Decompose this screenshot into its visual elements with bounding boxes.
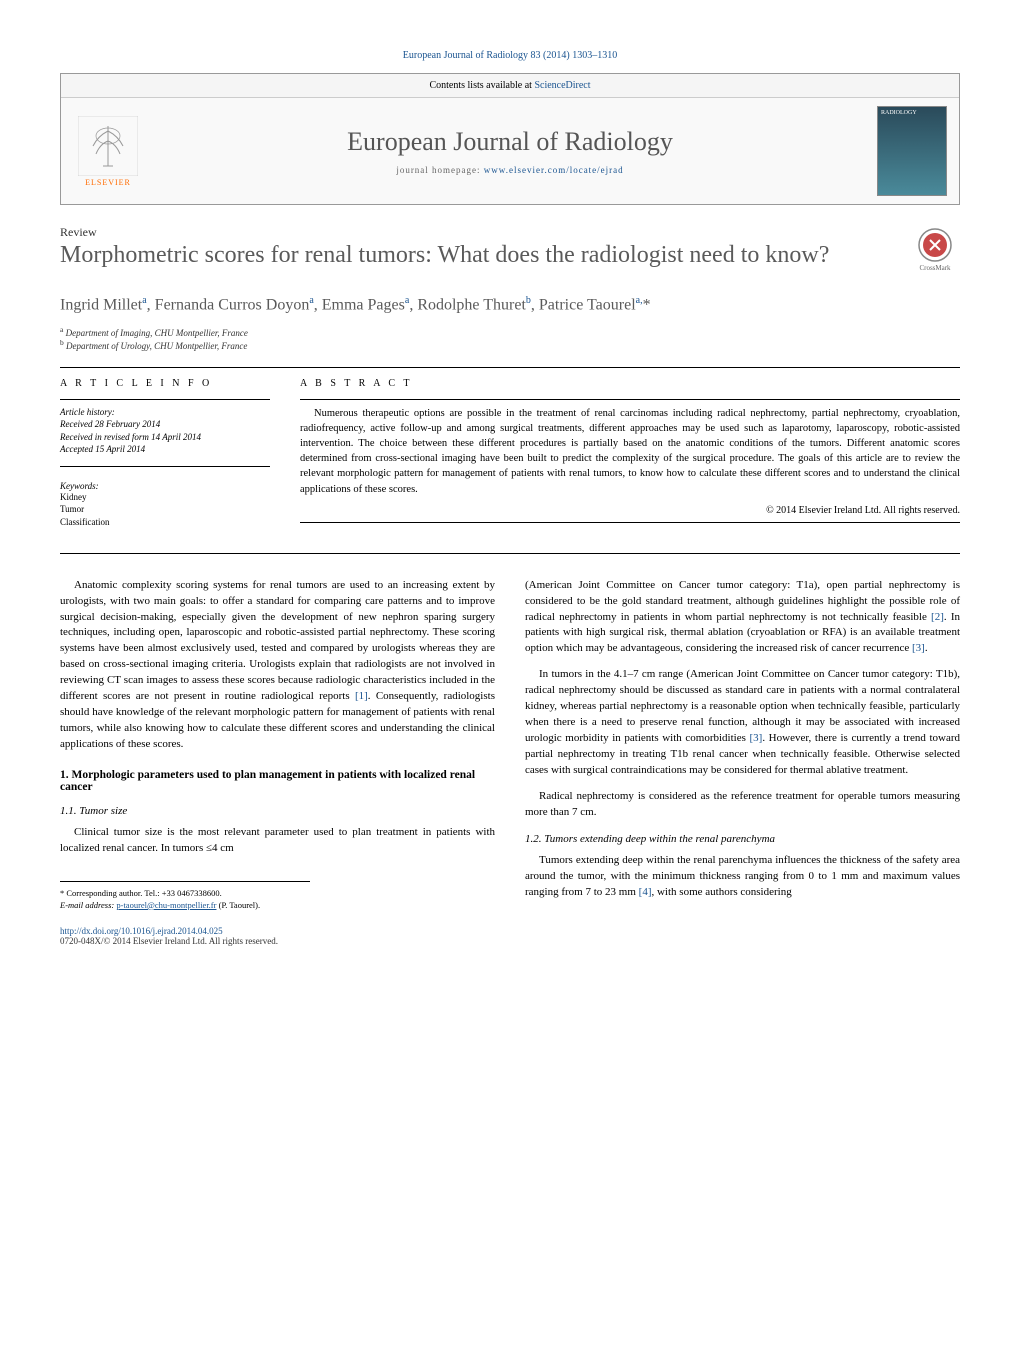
right-para-3: Radical nephrectomy is considered as the… xyxy=(525,789,960,821)
email-suffix: (P. Taourel). xyxy=(216,900,260,910)
footnotes: * Corresponding author. Tel.: +33 046733… xyxy=(60,881,310,912)
history-label: Article history: xyxy=(60,406,270,419)
journal-cover-thumbnail: RADIOLOGY xyxy=(877,106,947,196)
section-1-2-heading: 1.2. Tumors extending deep within the re… xyxy=(525,833,960,845)
accepted-date: Accepted 15 April 2014 xyxy=(60,443,270,456)
journal-name: European Journal of Radiology xyxy=(143,127,877,157)
cover-label: RADIOLOGY xyxy=(878,107,946,119)
svg-text:CrossMark: CrossMark xyxy=(919,264,951,272)
contents-prefix: Contents lists available at xyxy=(429,80,534,91)
abstract-label: a b s t r a c t xyxy=(300,378,960,389)
journal-homepage-line: journal homepage: www.elsevier.com/locat… xyxy=(143,165,877,175)
doi-link[interactable]: http://dx.doi.org/10.1016/j.ejrad.2014.0… xyxy=(60,926,223,936)
affiliation-b: b Department of Urology, CHU Montpellier… xyxy=(60,338,960,351)
email-line: E-mail address: p-taourel@chu-montpellie… xyxy=(60,900,310,912)
right-para-1: (American Joint Committee on Cancer tumo… xyxy=(525,578,960,658)
footer-copyright: 0720-048X/© 2014 Elsevier Ireland Ltd. A… xyxy=(60,936,495,946)
revised-date: Received in revised form 14 April 2014 xyxy=(60,431,270,444)
article-type: Review xyxy=(60,225,829,240)
elsevier-label: ELSEVIER xyxy=(85,178,131,187)
authors: Ingrid Milleta, Fernanda Curros Doyona, … xyxy=(60,295,960,314)
keyword: Kidney xyxy=(60,491,270,504)
section-1-2-para: Tumors extending deep within the renal p… xyxy=(525,853,960,901)
keyword: Classification xyxy=(60,516,270,529)
journal-header-box: Contents lists available at ScienceDirec… xyxy=(60,73,960,205)
received-date: Received 28 February 2014 xyxy=(60,418,270,431)
homepage-prefix: journal homepage: xyxy=(396,165,483,175)
abstract-text: Numerous therapeutic options are possibl… xyxy=(300,406,960,497)
homepage-link[interactable]: www.elsevier.com/locate/ejrad xyxy=(484,165,624,175)
corresponding-author: * Corresponding author. Tel.: +33 046733… xyxy=(60,888,310,900)
crossmark-badge[interactable]: CrossMark xyxy=(910,225,960,275)
contents-line: Contents lists available at ScienceDirec… xyxy=(61,74,959,98)
elsevier-logo: ELSEVIER xyxy=(73,111,143,191)
right-column: (American Joint Committee on Cancer tumo… xyxy=(525,578,960,946)
abstract-copyright: © 2014 Elsevier Ireland Ltd. All rights … xyxy=(300,505,960,516)
section-1-1-para: Clinical tumor size is the most relevant… xyxy=(60,825,495,857)
article-title: Morphometric scores for renal tumors: Wh… xyxy=(60,240,829,271)
section-1-1-heading: 1.1. Tumor size xyxy=(60,805,495,817)
header-citation: European Journal of Radiology 83 (2014) … xyxy=(60,50,960,61)
article-info-label: a r t i c l e i n f o xyxy=(60,378,270,389)
divider xyxy=(60,553,960,554)
intro-para: Anatomic complexity scoring systems for … xyxy=(60,578,495,753)
sciencedirect-link[interactable]: ScienceDirect xyxy=(534,80,590,91)
crossmark-icon: CrossMark xyxy=(910,225,960,275)
keywords-label: Keywords: xyxy=(60,481,270,491)
keyword: Tumor xyxy=(60,503,270,516)
abstract-column: a b s t r a c t Numerous therapeutic opt… xyxy=(300,378,960,529)
left-column: Anatomic complexity scoring systems for … xyxy=(60,578,495,946)
email-label: E-mail address: xyxy=(60,900,116,910)
journal-title-block: European Journal of Radiology journal ho… xyxy=(143,127,877,175)
right-para-2: In tumors in the 4.1–7 cm range (America… xyxy=(525,667,960,779)
affiliations: a Department of Imaging, CHU Montpellier… xyxy=(60,325,960,351)
divider xyxy=(60,367,960,368)
elsevier-tree-icon xyxy=(78,116,138,176)
section-1-heading: 1. Morphologic parameters used to plan m… xyxy=(60,769,495,793)
doi-block: http://dx.doi.org/10.1016/j.ejrad.2014.0… xyxy=(60,926,495,946)
article-info-column: a r t i c l e i n f o Article history: R… xyxy=(60,378,270,529)
affiliation-a: a Department of Imaging, CHU Montpellier… xyxy=(60,325,960,338)
author-email-link[interactable]: p-taourel@chu-montpellier.fr xyxy=(116,900,216,910)
body-columns: Anatomic complexity scoring systems for … xyxy=(60,578,960,946)
